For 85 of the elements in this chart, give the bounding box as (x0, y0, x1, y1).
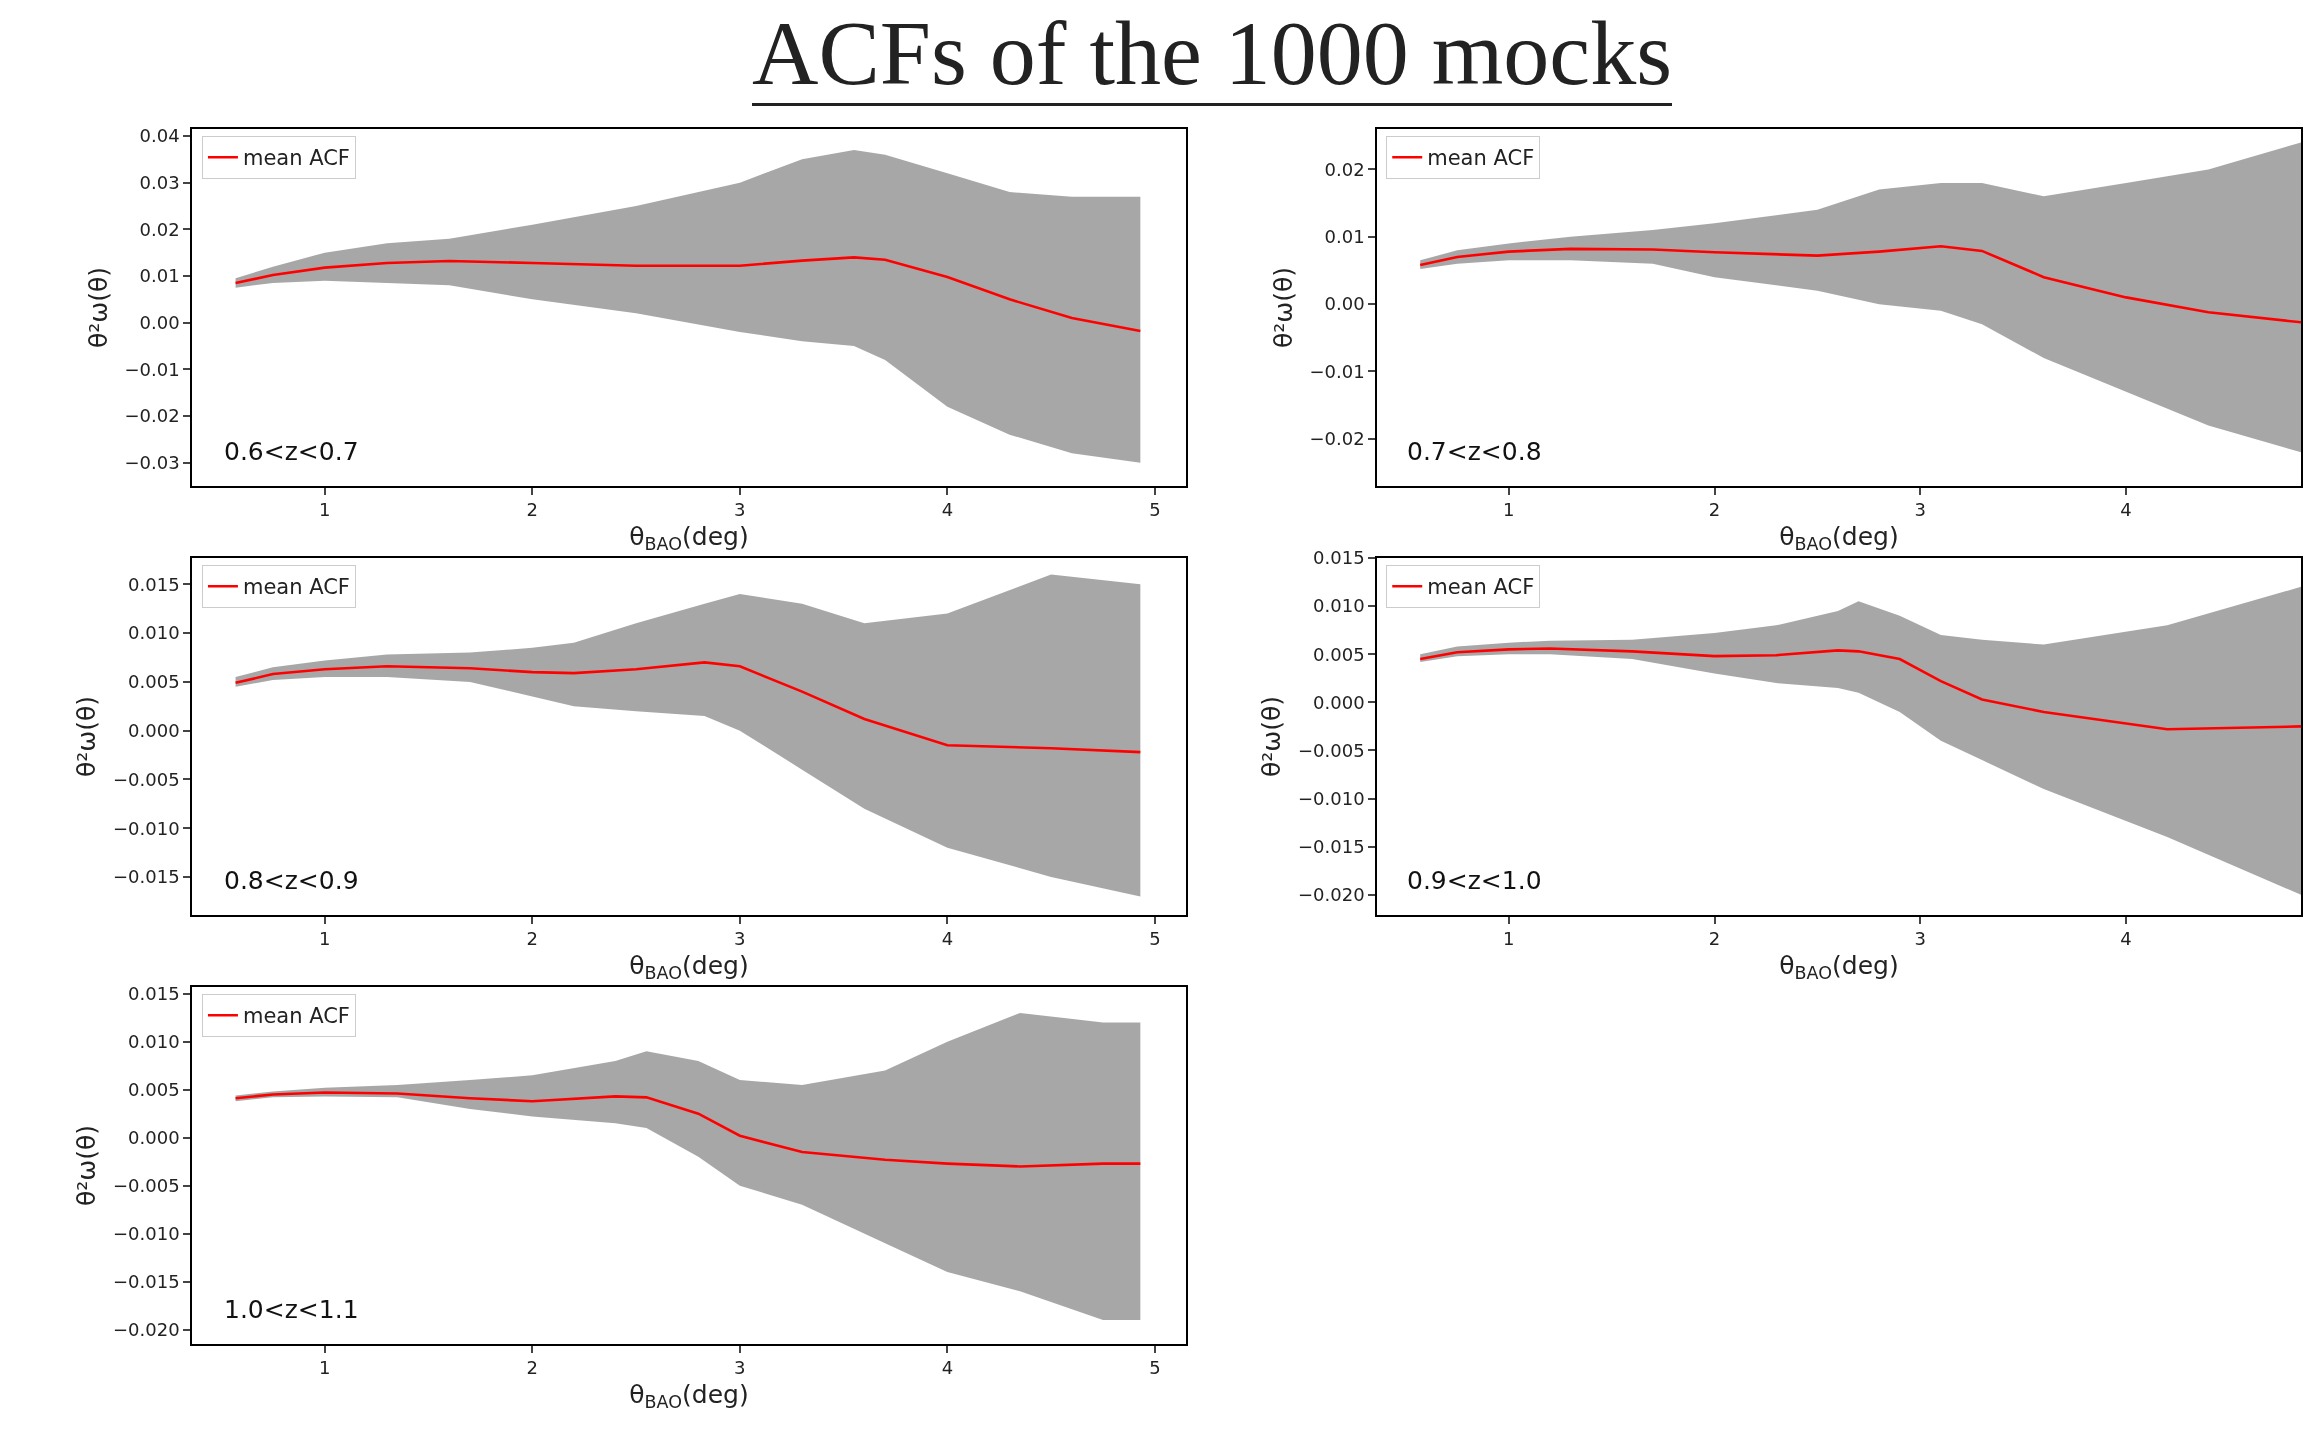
x-tick-label: 5 (1149, 499, 1161, 521)
y-tick-label: −0.020 (1298, 884, 1365, 906)
y-tick-label: −0.005 (1298, 739, 1365, 761)
y-tick-label: −0.005 (113, 1174, 180, 1196)
y-tick-label: 0.010 (128, 622, 180, 644)
line-series (1418, 647, 2301, 731)
y-tick-label: 0.000 (1313, 691, 1365, 713)
y-tick-label: −0.015 (1298, 835, 1365, 857)
y-tick-label: 0.010 (128, 1031, 180, 1052)
line-series (234, 256, 1142, 333)
x-tick-label: 1 (319, 499, 331, 521)
y-tick-label: 0.010 (1313, 595, 1365, 617)
y-tick-label: 0.04 (139, 125, 180, 147)
y-tick-label: 0.015 (128, 573, 180, 595)
x-tick-label: 1 (1502, 499, 1515, 521)
y-axis-title: θ²ω(θ) (72, 695, 102, 778)
y-tick-label: 0.000 (128, 1126, 180, 1148)
x-tick-label: 3 (1914, 928, 1927, 950)
y-tick-label: 0.01 (139, 265, 180, 287)
x-tick-label: 4 (941, 1357, 954, 1379)
y-tick-label: −0.01 (1309, 360, 1365, 382)
legend-label: mean ACF (1427, 146, 1535, 171)
x-tick-label: 3 (734, 1357, 746, 1379)
x-tick-label: 5 (1149, 928, 1161, 950)
y-tick-label: 0.03 (139, 171, 180, 193)
line-series (234, 661, 1142, 754)
y-tick-label: −0.03 (124, 451, 180, 473)
x-axis-title: θ$_{BAO}$(deg) (1779, 950, 1899, 984)
legend-label: mean ACF (242, 146, 350, 171)
x-tick-label: 3 (1914, 499, 1927, 521)
x-tick-label: 1 (1502, 928, 1515, 950)
y-tick-label: 0.02 (1324, 158, 1365, 180)
x-tick-label: 4 (941, 928, 954, 950)
y-tick-label: 0.015 (128, 983, 180, 1005)
line-series (1418, 244, 2301, 324)
x-axis-title: θ$_{BAO}$(deg) (629, 521, 749, 555)
x-axis-title: θ$_{BAO}$(deg) (629, 950, 749, 984)
y-tick-label: −0.020 (113, 1318, 180, 1340)
y-axis-title: θ²ω(θ) (1268, 266, 1298, 349)
x-tick-label: 4 (2120, 499, 2132, 521)
annotation: 0.6<z<0.7 (224, 437, 359, 466)
x-tick-label: 3 (734, 499, 746, 521)
y-tick-label: 0.005 (128, 1078, 180, 1100)
x-tick-label: 5 (1149, 1357, 1161, 1379)
y-tick-label: −0.02 (124, 405, 180, 427)
y-tick-label: −0.01 (124, 358, 180, 380)
y-axis-title: θ²ω(θ) (1257, 695, 1287, 778)
y-tick-label: −0.015 (113, 1270, 180, 1292)
y-axis-title: θ²ω(θ) (72, 1124, 102, 1207)
y-tick-label: 0.01 (1324, 226, 1365, 248)
y-tick-label: 0.02 (139, 218, 180, 240)
y-tick-label: 0.015 (1313, 547, 1365, 569)
legend-label: mean ACF (1427, 575, 1535, 600)
y-tick-label: 0.005 (1313, 643, 1365, 665)
x-tick-label: 1 (319, 928, 331, 950)
x-tick-label: 2 (526, 499, 539, 521)
line-series (234, 1091, 1142, 1168)
y-tick-label: −0.015 (113, 866, 180, 888)
annotation: 1.0<z<1.1 (224, 1295, 359, 1324)
x-axis-title: θ$_{BAO}$(deg) (629, 1379, 749, 1413)
annotation: 0.9<z<1.0 (1407, 866, 1542, 895)
y-tick-label: 0.005 (128, 671, 180, 693)
legend-label: mean ACF (242, 1004, 350, 1029)
x-tick-label: 4 (2120, 928, 2132, 950)
y-tick-label: −0.010 (113, 1222, 180, 1244)
x-tick-label: 2 (526, 928, 539, 950)
y-axis-title: θ²ω(θ) (83, 266, 113, 349)
x-tick-label: 2 (526, 1357, 539, 1379)
y-tick-label: 0.000 (128, 719, 180, 741)
x-tick-label: 4 (941, 499, 954, 521)
chart-title: ACFs of the 1000 mocks (752, 2, 1672, 106)
x-tick-label: 3 (734, 928, 746, 950)
y-tick-label: −0.02 (1309, 428, 1365, 450)
y-tick-label: −0.010 (1298, 787, 1365, 809)
x-tick-label: 2 (1708, 928, 1721, 950)
y-tick-label: 0.00 (139, 311, 180, 333)
y-tick-label: −0.010 (113, 817, 180, 839)
x-axis-title: θ$_{BAO}$(deg) (1779, 521, 1899, 555)
annotation: 0.7<z<0.8 (1407, 437, 1542, 466)
annotation: 0.8<z<0.9 (224, 866, 359, 895)
y-tick-label: 0.00 (1324, 293, 1365, 315)
legend-label: mean ACF (242, 575, 350, 600)
x-tick-label: 2 (1708, 499, 1721, 521)
y-tick-label: −0.005 (113, 768, 180, 790)
x-tick-label: 1 (319, 1357, 331, 1379)
